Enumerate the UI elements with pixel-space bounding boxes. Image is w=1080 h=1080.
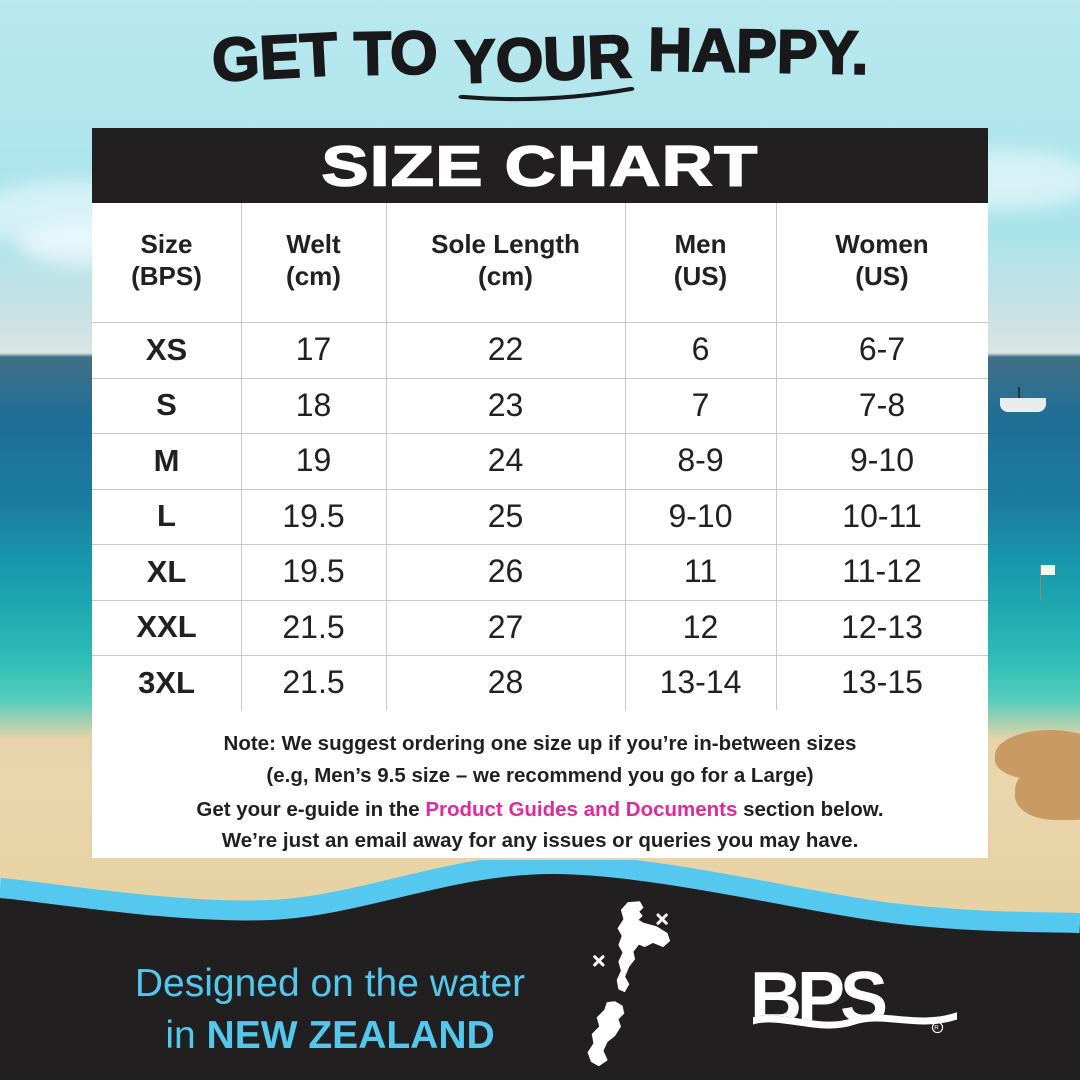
svg-text:R: R (934, 1025, 939, 1032)
